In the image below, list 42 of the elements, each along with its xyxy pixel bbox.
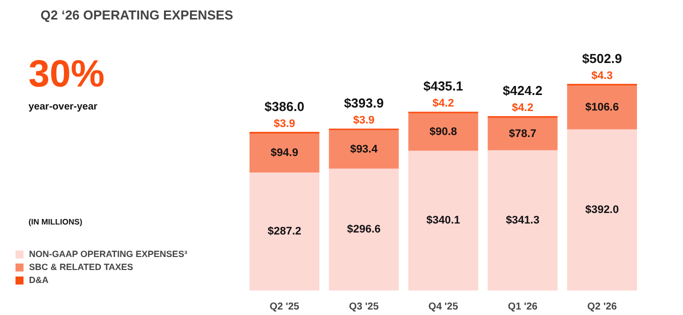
data-label: $78.7 <box>508 128 536 140</box>
data-label: $3.9 <box>274 118 296 130</box>
bar <box>250 133 320 172</box>
data-label: $90.8 <box>429 126 458 138</box>
total-label: $424.2 <box>502 83 543 98</box>
data-label: $341.3 <box>506 214 540 226</box>
data-label: $296.6 <box>347 224 381 236</box>
legend-label: D&A <box>29 274 49 286</box>
bar <box>328 130 399 169</box>
bar <box>567 86 637 130</box>
legend-label: SBC & RELATED TAXES <box>29 261 134 273</box>
x-tick-label: Q2 '26 <box>587 302 618 312</box>
data-label: $4.3 <box>591 70 613 82</box>
total-label: $393.9 <box>344 96 384 111</box>
bar <box>488 118 558 150</box>
data-label: $93.4 <box>350 143 378 156</box>
bar <box>408 113 478 151</box>
x-tick-label: Q3 '25 <box>349 302 380 312</box>
x-tick-label: Q4 '25 <box>428 302 458 312</box>
data-label: $4.2 <box>512 102 534 114</box>
total-label: $502.9 <box>582 50 622 66</box>
data-label: $94.9 <box>270 146 298 159</box>
bar <box>488 150 558 290</box>
x-tick-label: Q1 '26 <box>508 302 538 312</box>
data-label: $4.2 <box>432 98 454 110</box>
x-tick-label: Q2 '25 <box>270 302 300 312</box>
text: 30% <box>28 54 105 96</box>
text: year-over-year <box>28 102 98 112</box>
bar <box>328 168 399 290</box>
data-label: $3.9 <box>353 114 375 127</box>
total-label: $386.0 <box>264 98 304 114</box>
legend-label: NON-GAAP OPERATING EXPENSES³ <box>29 248 188 260</box>
text: Q2 ‘26 OPERATING EXPENSES <box>40 8 234 22</box>
text: (IN MILLIONS) <box>28 218 83 226</box>
bar <box>408 150 478 290</box>
data-label: $106.6 <box>585 102 619 114</box>
data-label: $392.0 <box>585 204 619 216</box>
bar <box>250 172 320 290</box>
total-label: $435.1 <box>423 78 464 94</box>
data-label: $340.1 <box>426 214 460 227</box>
data-label: $287.2 <box>268 225 302 238</box>
bar <box>567 129 637 290</box>
